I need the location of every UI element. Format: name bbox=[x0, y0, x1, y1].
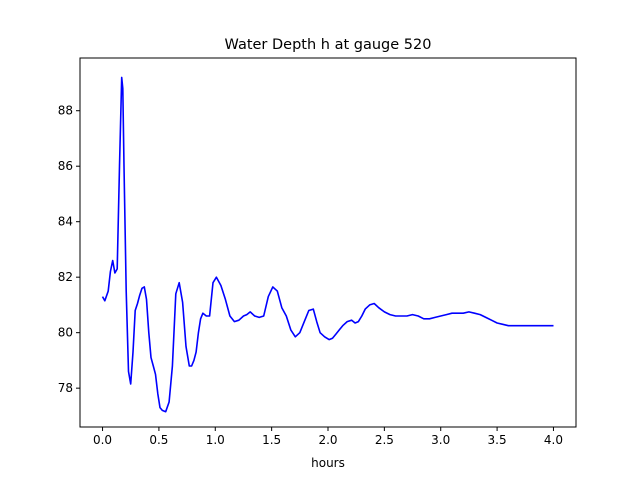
chart-title: Water Depth h at gauge 520 bbox=[225, 37, 432, 53]
y-tick-label: 86 bbox=[58, 159, 73, 173]
x-tick-label: 0.5 bbox=[149, 433, 168, 447]
y-tick-label: 84 bbox=[58, 215, 73, 229]
y-tick-label: 78 bbox=[58, 381, 73, 395]
x-tick-label: 3.0 bbox=[431, 433, 450, 447]
y-axis: 78 80 82 84 86 88 bbox=[58, 104, 80, 395]
y-tick-label: 88 bbox=[58, 104, 73, 118]
x-tick-label: 1.5 bbox=[262, 433, 281, 447]
x-tick-label: 2.0 bbox=[318, 433, 337, 447]
y-tick-label: 82 bbox=[58, 270, 73, 284]
x-tick-label: 2.5 bbox=[375, 433, 394, 447]
x-tick-label: 1.0 bbox=[206, 433, 225, 447]
x-tick-label: 3.5 bbox=[488, 433, 507, 447]
x-tick-label: 0.0 bbox=[93, 433, 112, 447]
x-tick-label: 4.0 bbox=[544, 433, 563, 447]
x-axis: 0.0 0.5 1.0 1.5 2.0 2.5 3.0 3.5 4.0 bbox=[93, 427, 563, 447]
y-tick-label: 80 bbox=[58, 326, 73, 340]
series-line-0 bbox=[101, 76, 554, 413]
plot-area bbox=[101, 76, 554, 413]
x-axis-label: hours bbox=[311, 456, 345, 470]
